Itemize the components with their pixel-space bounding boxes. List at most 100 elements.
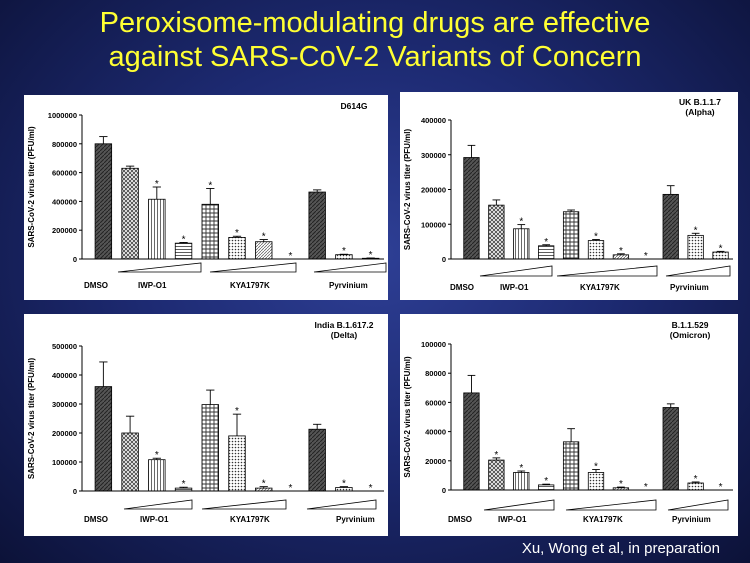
group-label: KYA1797K xyxy=(583,515,623,524)
bar xyxy=(687,234,704,260)
significance-mark: * xyxy=(719,482,723,493)
significance-mark: * xyxy=(494,450,498,461)
y-tick-label: 600000 xyxy=(52,169,77,178)
bar xyxy=(121,167,139,260)
significance-mark: * xyxy=(182,234,186,245)
y-tick-label: 40000 xyxy=(425,428,446,437)
significance-mark: * xyxy=(694,474,698,485)
y-tick-label: 800000 xyxy=(52,140,77,149)
y-tick-label: 80000 xyxy=(425,369,446,378)
bar xyxy=(513,228,530,260)
dose-triangle xyxy=(313,262,387,273)
group-label: DMSO xyxy=(84,281,108,290)
chart-panel-d614g: 0 200000 400000 600000 800000 1000000 SARS-CoV… xyxy=(24,95,388,300)
bar xyxy=(587,472,605,491)
group-label: KYA1797K xyxy=(580,283,620,292)
y-tick-label: 400000 xyxy=(52,371,77,380)
dose-triangle xyxy=(209,262,297,273)
significance-mark: * xyxy=(694,225,698,236)
chart-subtitle: (Delta) xyxy=(331,330,358,340)
chart-title: B.1.1.529 xyxy=(672,320,709,330)
y-tick-label: 500000 xyxy=(52,342,77,351)
dose-triangle xyxy=(667,499,729,511)
chart-omicron: 0 20000 40000 60000 80000 100000 SARS-CoV-2 vi… xyxy=(403,320,733,524)
chart-d614g: 0 200000 400000 600000 800000 1000000 SARS-CoV… xyxy=(27,101,387,290)
bar xyxy=(463,392,480,491)
dose-triangle xyxy=(201,499,287,510)
y-tick-label: 200000 xyxy=(52,429,77,438)
y-tick-label: 1000000 xyxy=(48,111,77,120)
significance-mark: * xyxy=(208,180,212,191)
slide-title: Peroxisome-modulating drugs are effectiv… xyxy=(0,6,750,74)
dose-triangle xyxy=(117,262,202,273)
significance-mark: * xyxy=(342,246,346,257)
bar xyxy=(562,211,580,260)
y-tick-label: 300000 xyxy=(52,400,77,409)
citation: Xu, Wong et al, in preparation xyxy=(521,540,720,557)
y-axis-label: SARS-CoV-2 virus titer (PFU/ml) xyxy=(27,357,36,479)
bar xyxy=(562,441,580,491)
group-label: DMSO xyxy=(84,515,108,524)
bar xyxy=(201,203,219,260)
bar xyxy=(94,386,113,492)
y-axis-label: SARS-CoV-2 virus titer (PFU/ml) xyxy=(403,356,412,478)
dose-triangle xyxy=(565,499,657,511)
y-tick-label: 100000 xyxy=(421,340,446,349)
significance-mark: * xyxy=(155,179,159,190)
y-tick-label: 100000 xyxy=(421,220,446,229)
y-tick-label: 0 xyxy=(442,486,446,495)
group-label: KYA1797K xyxy=(230,515,270,524)
significance-mark: * xyxy=(594,462,598,473)
chart-delta: 0 100000 200000 300000 400000 500000 SARS-CoV-… xyxy=(27,320,384,524)
chart-subtitle: (Alpha) xyxy=(685,107,714,117)
y-tick-label: 0 xyxy=(73,255,77,264)
y-tick-label: 20000 xyxy=(425,457,446,466)
chart-subtitle: (Omicron) xyxy=(670,330,711,340)
significance-mark: * xyxy=(619,246,623,257)
y-tick-label: 0 xyxy=(442,255,446,264)
y-axis-label: SARS-CoV-2 virus titer (PFU/ml) xyxy=(403,128,412,250)
slide-title-line1: Peroxisome-modulating drugs are effectiv… xyxy=(99,7,651,39)
significance-mark: * xyxy=(594,232,598,243)
dose-triangle xyxy=(483,499,555,511)
y-tick-label: 400000 xyxy=(421,116,446,125)
group-label: IWP-O1 xyxy=(498,515,527,524)
dose-triangle xyxy=(306,499,377,510)
dose-triangle xyxy=(123,499,193,510)
dose-triangle xyxy=(665,265,731,277)
bar xyxy=(121,432,139,492)
chart-panel-omicron: 0 20000 40000 60000 80000 100000 SARS-CoV-2 vi… xyxy=(400,314,738,536)
bar xyxy=(513,472,530,491)
bar xyxy=(662,407,679,491)
chart-title: UK B.1.1.7 xyxy=(679,97,721,107)
significance-mark: * xyxy=(235,406,239,417)
significance-mark: * xyxy=(182,479,186,490)
group-label: IWP-O1 xyxy=(138,281,167,290)
y-tick-label: 400000 xyxy=(52,197,77,206)
bar xyxy=(148,459,166,492)
significance-mark: * xyxy=(262,479,266,490)
chart-panel-alpha: 0 100000 200000 300000 400000 SARS-CoV-2 viru… xyxy=(400,92,738,300)
bar xyxy=(463,157,480,260)
bar xyxy=(201,404,219,492)
significance-mark: * xyxy=(519,217,523,228)
bar xyxy=(228,236,246,260)
y-axis-label: SARS-CoV-2 virus titer (PFU/ml) xyxy=(27,126,36,248)
y-tick-label: 0 xyxy=(73,487,77,496)
group-label: DMSO xyxy=(450,283,474,292)
bar xyxy=(148,198,166,260)
significance-mark: * xyxy=(619,479,623,490)
significance-mark: * xyxy=(369,250,373,261)
group-label: Pyrvinium xyxy=(670,283,709,292)
significance-mark: * xyxy=(262,232,266,243)
significance-mark: * xyxy=(644,482,648,493)
chart-title: India B.1.617.2 xyxy=(314,320,373,330)
group-label: KYA1797K xyxy=(230,281,270,290)
significance-mark: * xyxy=(155,450,159,461)
y-tick-label: 300000 xyxy=(421,151,446,160)
bar xyxy=(94,143,113,260)
significance-mark: * xyxy=(289,251,293,262)
bar xyxy=(308,191,326,260)
significance-mark: * xyxy=(544,237,548,248)
dose-triangle xyxy=(479,265,553,277)
